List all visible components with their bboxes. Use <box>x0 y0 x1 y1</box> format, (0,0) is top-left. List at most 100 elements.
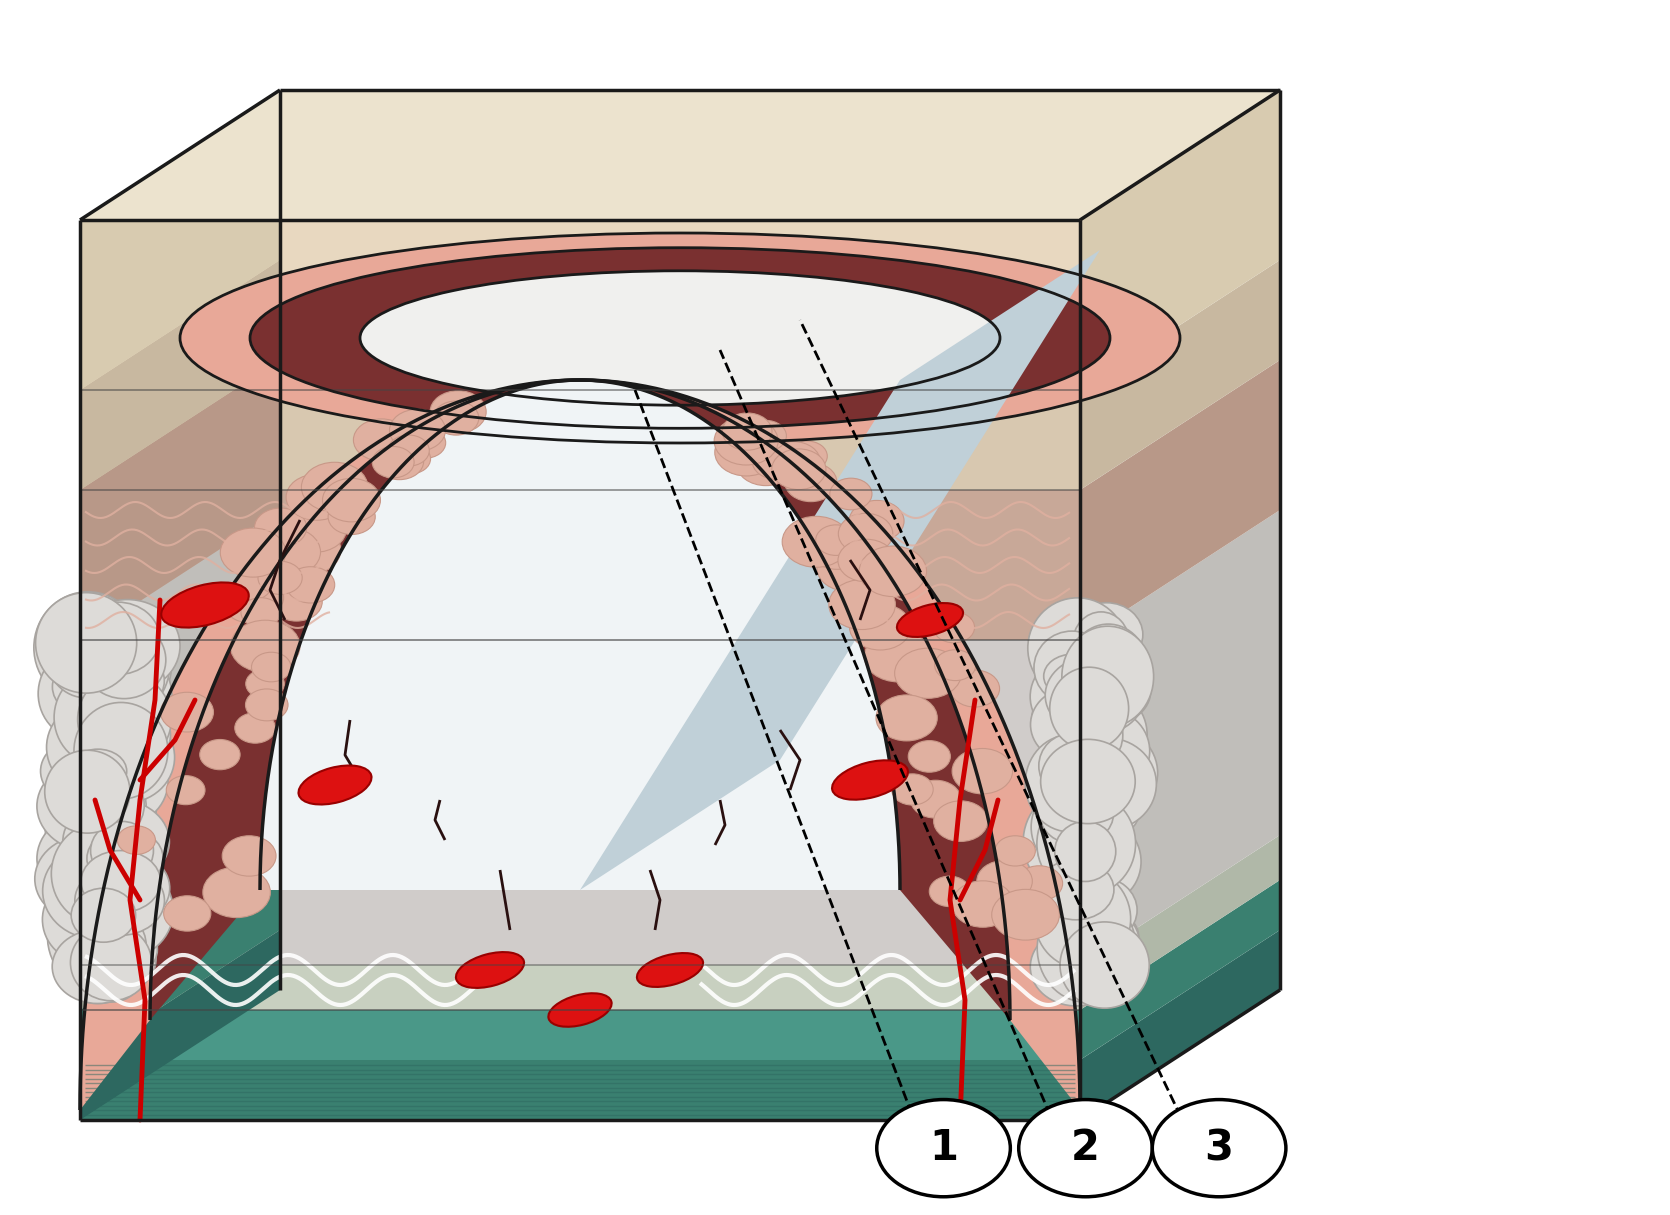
Ellipse shape <box>57 714 147 799</box>
Ellipse shape <box>63 799 169 885</box>
Ellipse shape <box>1045 655 1144 735</box>
Ellipse shape <box>75 865 164 936</box>
Ellipse shape <box>1055 718 1134 801</box>
Ellipse shape <box>858 546 927 597</box>
Ellipse shape <box>245 689 287 720</box>
Ellipse shape <box>80 604 145 663</box>
Polygon shape <box>1080 510 1279 965</box>
Polygon shape <box>80 260 281 490</box>
Ellipse shape <box>1060 669 1131 745</box>
Ellipse shape <box>87 829 164 888</box>
Ellipse shape <box>1055 821 1116 881</box>
Ellipse shape <box>202 868 271 917</box>
Ellipse shape <box>227 544 267 573</box>
Ellipse shape <box>38 646 132 741</box>
Ellipse shape <box>162 582 249 628</box>
Ellipse shape <box>456 953 524 988</box>
Ellipse shape <box>68 750 127 793</box>
Ellipse shape <box>838 513 893 554</box>
Ellipse shape <box>1049 674 1109 730</box>
Ellipse shape <box>1055 818 1141 905</box>
Ellipse shape <box>52 816 147 909</box>
Ellipse shape <box>274 525 341 575</box>
Ellipse shape <box>1039 859 1114 920</box>
Ellipse shape <box>782 516 850 567</box>
Ellipse shape <box>1072 612 1129 673</box>
Text: 1: 1 <box>929 1128 959 1169</box>
Ellipse shape <box>256 527 321 576</box>
Ellipse shape <box>87 853 170 923</box>
Ellipse shape <box>1039 905 1109 982</box>
Ellipse shape <box>815 525 857 555</box>
Ellipse shape <box>1045 693 1131 764</box>
Ellipse shape <box>723 413 772 451</box>
Ellipse shape <box>89 724 162 789</box>
Polygon shape <box>1080 929 1279 1120</box>
Ellipse shape <box>254 508 307 547</box>
Polygon shape <box>80 490 1080 640</box>
Ellipse shape <box>389 409 446 451</box>
Ellipse shape <box>53 669 145 765</box>
Ellipse shape <box>1065 903 1127 966</box>
Ellipse shape <box>404 428 446 458</box>
Ellipse shape <box>1047 755 1117 826</box>
Ellipse shape <box>1025 735 1116 832</box>
Ellipse shape <box>785 463 837 502</box>
Ellipse shape <box>284 505 346 553</box>
Ellipse shape <box>164 895 210 931</box>
Ellipse shape <box>1064 690 1147 779</box>
Ellipse shape <box>1067 623 1146 705</box>
Ellipse shape <box>808 527 865 570</box>
Ellipse shape <box>87 731 160 789</box>
Polygon shape <box>80 360 281 640</box>
Ellipse shape <box>85 637 159 695</box>
Ellipse shape <box>1040 740 1136 824</box>
Ellipse shape <box>1054 889 1114 948</box>
Ellipse shape <box>50 722 124 790</box>
Ellipse shape <box>67 923 155 995</box>
Ellipse shape <box>1080 790 1139 836</box>
Polygon shape <box>80 1010 1080 1059</box>
Ellipse shape <box>1060 708 1149 793</box>
Polygon shape <box>1080 880 1279 1059</box>
Ellipse shape <box>1060 922 1149 1008</box>
Ellipse shape <box>848 501 903 542</box>
Ellipse shape <box>70 736 169 826</box>
Ellipse shape <box>82 621 165 699</box>
Ellipse shape <box>1030 688 1114 762</box>
Ellipse shape <box>52 929 144 1004</box>
Ellipse shape <box>84 752 145 806</box>
Ellipse shape <box>1030 928 1122 1006</box>
Polygon shape <box>261 380 900 891</box>
Ellipse shape <box>935 650 975 680</box>
Ellipse shape <box>73 702 169 799</box>
Polygon shape <box>80 835 281 1010</box>
Ellipse shape <box>1070 603 1142 667</box>
Ellipse shape <box>1060 727 1157 819</box>
Ellipse shape <box>1047 669 1116 725</box>
Polygon shape <box>80 965 1080 1010</box>
Ellipse shape <box>1030 781 1121 872</box>
Ellipse shape <box>60 920 132 977</box>
Ellipse shape <box>47 700 147 795</box>
Ellipse shape <box>992 889 1059 940</box>
Ellipse shape <box>1057 738 1156 830</box>
Ellipse shape <box>227 594 264 622</box>
Ellipse shape <box>37 813 144 905</box>
Polygon shape <box>80 220 1080 390</box>
Ellipse shape <box>84 701 170 769</box>
Polygon shape <box>1080 260 1279 490</box>
Ellipse shape <box>72 888 135 942</box>
Ellipse shape <box>1057 717 1132 789</box>
Ellipse shape <box>55 855 164 967</box>
Ellipse shape <box>977 860 1032 902</box>
Ellipse shape <box>92 649 164 712</box>
Ellipse shape <box>47 611 125 697</box>
Ellipse shape <box>715 417 778 465</box>
Ellipse shape <box>1152 1100 1286 1197</box>
Ellipse shape <box>1072 928 1132 974</box>
Ellipse shape <box>1037 792 1136 895</box>
Ellipse shape <box>1030 652 1131 741</box>
Ellipse shape <box>301 462 367 512</box>
Ellipse shape <box>35 593 137 693</box>
